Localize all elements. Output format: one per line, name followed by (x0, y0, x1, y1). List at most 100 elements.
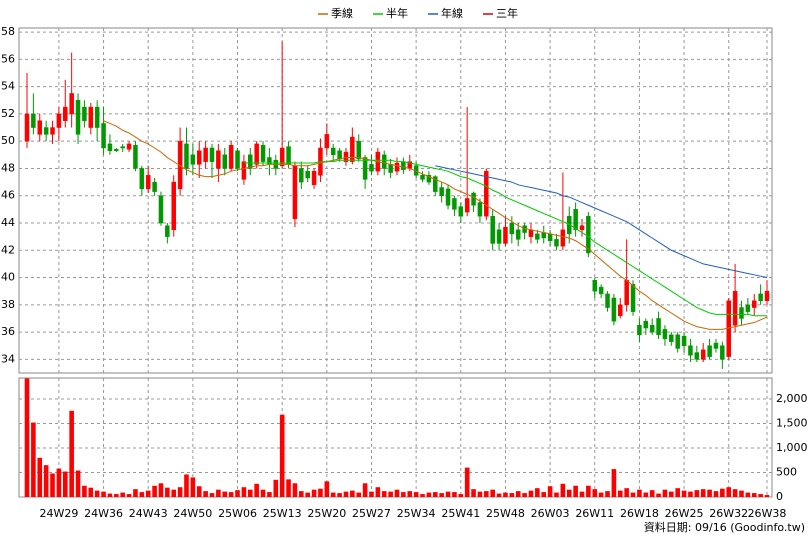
volume-bar (503, 492, 508, 497)
volume-bar (260, 489, 266, 497)
volume-bar (445, 491, 451, 497)
volume-bar (94, 490, 100, 497)
volume-bar (700, 489, 706, 497)
candle-body (139, 168, 145, 190)
volume-bar (656, 493, 661, 497)
candle-body (458, 206, 464, 217)
volume-bar (50, 473, 55, 497)
volume-bar (126, 494, 132, 497)
candle-body (69, 93, 74, 115)
volume-bar (720, 488, 725, 497)
volume-bar (286, 479, 291, 497)
volume-bar (337, 493, 342, 497)
volume-bar (114, 494, 119, 497)
y-tick-label: 42 (1, 243, 15, 256)
y-tick-label: 54 (1, 80, 15, 93)
candle-body (94, 106, 100, 128)
candle-body (535, 233, 540, 240)
candle-body (120, 146, 125, 149)
candle-body (311, 170, 317, 186)
candle-body (222, 154, 228, 169)
y2-tick-label: 2,000 (776, 392, 808, 405)
volume-bar (75, 470, 81, 497)
candle-body (165, 225, 170, 237)
candle-body (675, 334, 680, 349)
volume-bar (522, 493, 527, 497)
candle-body (433, 176, 438, 192)
volume-bar (477, 491, 483, 497)
volume-bar (675, 488, 680, 497)
legend-label: 季線 (331, 6, 353, 20)
candle-body (649, 325, 655, 333)
volume-bar (254, 483, 259, 497)
volume-bar (305, 492, 310, 497)
candle-body (381, 154, 387, 169)
volume-bar (222, 491, 228, 497)
x-tick-label: 24W29 (39, 507, 78, 520)
candle-body (669, 334, 674, 342)
candle-body (503, 226, 508, 244)
x-tick-label: 24W36 (84, 507, 123, 520)
volume-bar (630, 492, 636, 497)
candle-body (114, 149, 119, 151)
candle-body (484, 170, 489, 217)
candle-body (471, 192, 476, 206)
volume-bar (560, 483, 566, 497)
candle-body (751, 300, 757, 308)
volume-bar (228, 492, 234, 497)
volume-bar (318, 488, 323, 497)
volume-bar (566, 489, 572, 497)
volume-bar (145, 490, 151, 497)
legend-label: 年線 (441, 6, 463, 20)
volume-bar (643, 492, 649, 497)
volume-bar (490, 489, 495, 497)
volume-bar (745, 492, 751, 497)
volume-bar (43, 465, 49, 497)
candle-body (260, 145, 266, 162)
y-tick-label: 50 (1, 134, 15, 147)
x-tick-label: 25W41 (441, 507, 480, 520)
volume-bar (573, 485, 578, 497)
candle-body (107, 143, 113, 151)
candle-body (452, 198, 457, 210)
x-tick-label: 25W06 (218, 507, 257, 520)
candle-body (324, 134, 330, 149)
y-tick-label: 52 (1, 107, 15, 120)
candle-body (560, 229, 566, 247)
candle-body (279, 147, 285, 166)
volume-bar (381, 491, 387, 497)
volume-bar (120, 492, 125, 497)
y-tick-label: 48 (1, 161, 15, 174)
volume-bar (241, 487, 247, 497)
candle-body (171, 181, 176, 231)
volume-bar (662, 489, 668, 497)
volume-bar (707, 489, 712, 497)
x-tick-label: 26W38 (748, 507, 787, 520)
volume-bar (279, 414, 285, 497)
candle-body (75, 100, 81, 135)
candle-body (700, 349, 706, 360)
candle-body (369, 164, 374, 172)
candle-body (643, 320, 649, 329)
candle-body (254, 143, 259, 165)
candle-body (190, 154, 196, 165)
candle-body (401, 161, 406, 171)
volume-bar (152, 485, 157, 497)
volume-bar (413, 492, 419, 497)
volume-bar (216, 489, 221, 497)
candle-body (133, 145, 138, 169)
volume-bar (235, 490, 240, 497)
candle-body (420, 175, 425, 180)
candle-body (758, 293, 763, 301)
volume-bar (751, 493, 757, 497)
candle-body (56, 113, 62, 128)
volume-bar (375, 487, 381, 497)
volume-bar (464, 467, 470, 497)
candle-body (694, 352, 700, 360)
x-tick-label: 26W32 (709, 507, 748, 520)
candle-body (43, 127, 49, 135)
candle-body (624, 280, 629, 306)
volume-bar (732, 489, 738, 497)
x-tick-label: 25W34 (397, 507, 436, 520)
